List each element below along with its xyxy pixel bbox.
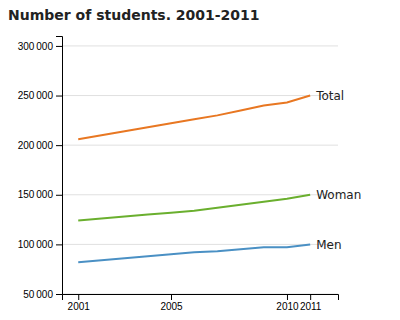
y-tick: 300 000: [18, 41, 62, 52]
y-tick: 250 000: [18, 90, 62, 101]
y-tick-label: 100 000: [18, 239, 54, 250]
x-tick-mark: [78, 294, 79, 300]
x-tick-mark: [287, 294, 288, 300]
y-tick-mark: [56, 244, 62, 245]
y-tick: 100 000: [18, 239, 62, 250]
x-tick: 2011: [300, 294, 322, 312]
series-label: Woman: [316, 188, 361, 202]
grid-line: [62, 244, 338, 245]
x-tick-label: 2005: [160, 301, 183, 312]
y-tick-label: 50 000: [23, 289, 53, 300]
x-tick-mark: [171, 294, 172, 300]
series-label: Men: [316, 238, 341, 252]
x-tick: 2005: [160, 294, 183, 312]
grid-line: [62, 95, 338, 96]
series-label: Total: [315, 89, 344, 103]
x-tick: 2001: [68, 294, 91, 312]
series-line: [78, 195, 310, 221]
x-tick-label: 2010: [276, 301, 299, 312]
series-line: [78, 96, 310, 140]
grid-line: [62, 145, 338, 146]
x-tick-label: 2001: [68, 301, 91, 312]
series-line: [78, 244, 310, 262]
y-tick-label: 200 000: [18, 140, 54, 151]
x-tick: 2010: [276, 294, 299, 312]
y-tick: 200 000: [18, 140, 62, 151]
grid-line: [62, 194, 338, 195]
chart: Number of students. 2001-2011 2001 2005 201…: [0, 0, 400, 320]
y-tick-mark: [56, 96, 62, 97]
y-tick-mark: [56, 46, 62, 47]
grid: [62, 46, 338, 294]
lines: [78, 96, 310, 263]
y-tick: 150 000: [18, 189, 62, 200]
y-tick: 50 000: [23, 289, 62, 300]
y-axis-line: [56, 37, 63, 295]
title: Number of students. 2001-2011: [8, 7, 260, 23]
x-axis-line: [63, 295, 339, 301]
grid-line: [62, 45, 338, 46]
y-tick-mark: [56, 294, 62, 295]
y-tick-label: 250 000: [18, 90, 54, 101]
y-tick-label: 150 000: [18, 189, 54, 200]
x-tick-mark: [310, 294, 311, 300]
y-tick-mark: [56, 145, 62, 146]
plot: 2001 2005 20102011 50 000 100 000 150 000 200 …: [18, 37, 362, 313]
x-axis: 2001 2005 20102011: [63, 294, 339, 312]
y-axis: 50 000 100 000 150 000 200 000 250 000 300 00…: [18, 37, 63, 300]
y-tick-label: 300 000: [18, 41, 54, 52]
y-tick-mark: [56, 195, 62, 196]
x-tick-label: 2011: [300, 301, 322, 312]
